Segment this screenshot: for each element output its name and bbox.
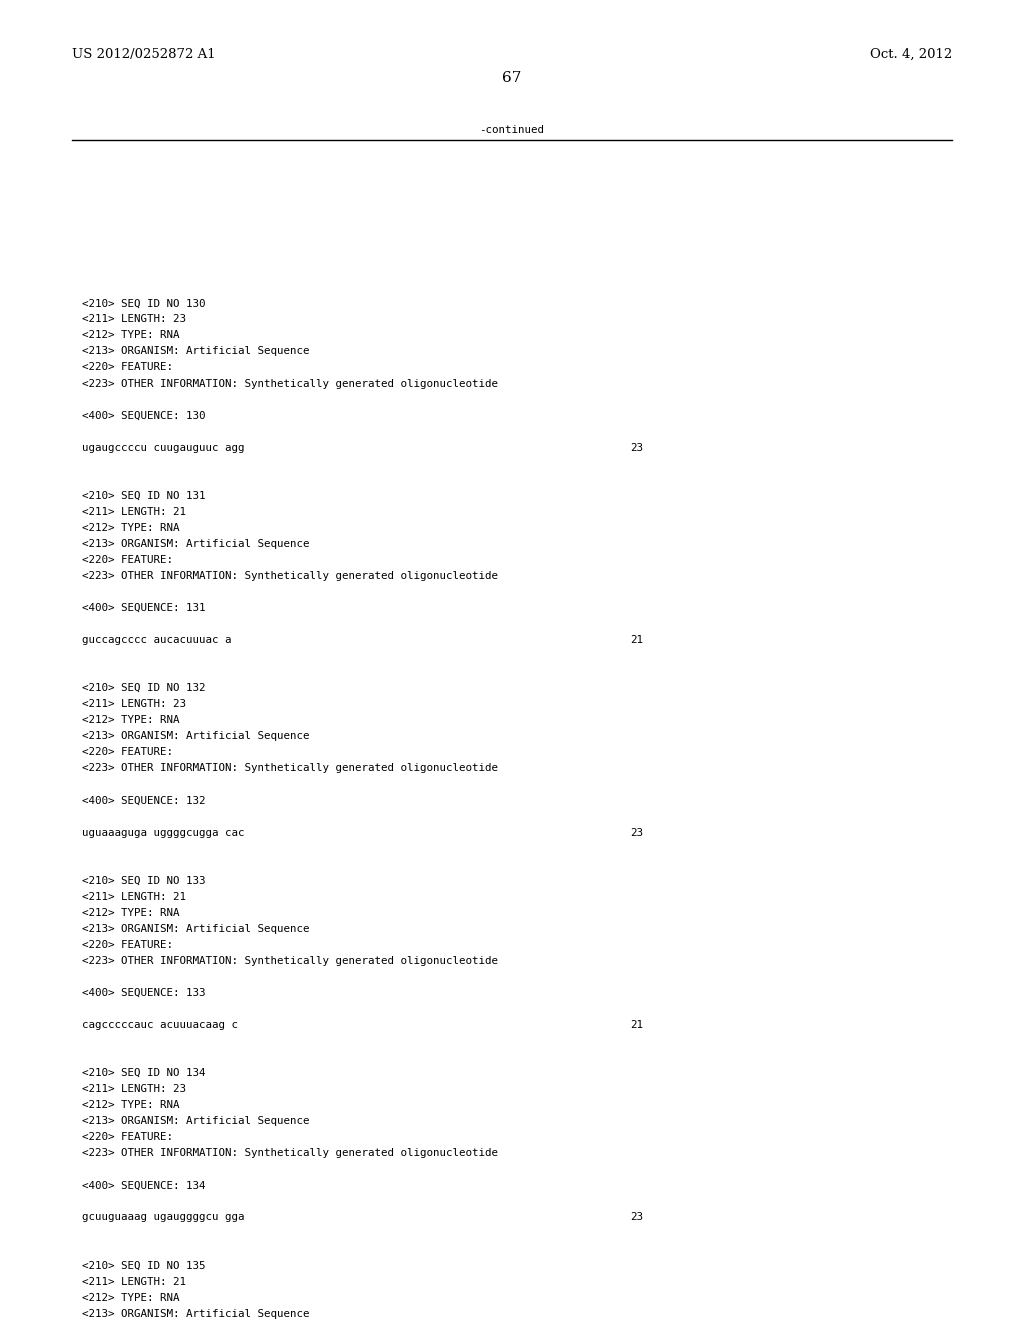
Text: 23: 23	[630, 1213, 643, 1222]
Text: <220> FEATURE:: <220> FEATURE:	[82, 1133, 173, 1142]
Text: <211> LENGTH: 23: <211> LENGTH: 23	[82, 1084, 186, 1094]
Text: <220> FEATURE:: <220> FEATURE:	[82, 747, 173, 758]
Text: <213> ORGANISM: Artificial Sequence: <213> ORGANISM: Artificial Sequence	[82, 924, 309, 933]
Text: Oct. 4, 2012: Oct. 4, 2012	[870, 48, 952, 61]
Text: <211> LENGTH: 23: <211> LENGTH: 23	[82, 314, 186, 325]
Text: <223> OTHER INFORMATION: Synthetically generated oligonucleotide: <223> OTHER INFORMATION: Synthetically g…	[82, 763, 498, 774]
Text: <211> LENGTH: 21: <211> LENGTH: 21	[82, 507, 186, 517]
Text: <220> FEATURE:: <220> FEATURE:	[82, 554, 173, 565]
Text: <223> OTHER INFORMATION: Synthetically generated oligonucleotide: <223> OTHER INFORMATION: Synthetically g…	[82, 956, 498, 966]
Text: <212> TYPE: RNA: <212> TYPE: RNA	[82, 1292, 179, 1303]
Text: <210> SEQ ID NO 134: <210> SEQ ID NO 134	[82, 1068, 206, 1078]
Text: <212> TYPE: RNA: <212> TYPE: RNA	[82, 1100, 179, 1110]
Text: <400> SEQUENCE: 131: <400> SEQUENCE: 131	[82, 603, 206, 612]
Text: <223> OTHER INFORMATION: Synthetically generated oligonucleotide: <223> OTHER INFORMATION: Synthetically g…	[82, 1148, 498, 1159]
Text: <212> TYPE: RNA: <212> TYPE: RNA	[82, 330, 179, 341]
Text: 23: 23	[630, 442, 643, 453]
Text: <223> OTHER INFORMATION: Synthetically generated oligonucleotide: <223> OTHER INFORMATION: Synthetically g…	[82, 379, 498, 388]
Text: guccagcccc aucacuuuac a: guccagcccc aucacuuuac a	[82, 635, 231, 645]
Text: <400> SEQUENCE: 133: <400> SEQUENCE: 133	[82, 987, 206, 998]
Text: <400> SEQUENCE: 134: <400> SEQUENCE: 134	[82, 1180, 206, 1191]
Text: 21: 21	[630, 635, 643, 645]
Text: <210> SEQ ID NO 133: <210> SEQ ID NO 133	[82, 875, 206, 886]
Text: <210> SEQ ID NO 131: <210> SEQ ID NO 131	[82, 491, 206, 500]
Text: <212> TYPE: RNA: <212> TYPE: RNA	[82, 715, 179, 725]
Text: US 2012/0252872 A1: US 2012/0252872 A1	[72, 48, 215, 61]
Text: <213> ORGANISM: Artificial Sequence: <213> ORGANISM: Artificial Sequence	[82, 1308, 309, 1319]
Text: gcuuguaaag ugauggggcu gga: gcuuguaaag ugauggggcu gga	[82, 1213, 245, 1222]
Text: <210> SEQ ID NO 130: <210> SEQ ID NO 130	[82, 298, 206, 309]
Text: 67: 67	[503, 71, 521, 86]
Text: <213> ORGANISM: Artificial Sequence: <213> ORGANISM: Artificial Sequence	[82, 539, 309, 549]
Text: <211> LENGTH: 21: <211> LENGTH: 21	[82, 1276, 186, 1287]
Text: 21: 21	[630, 1020, 643, 1030]
Text: <400> SEQUENCE: 130: <400> SEQUENCE: 130	[82, 411, 206, 421]
Text: ugaugccccu cuugauguuc agg: ugaugccccu cuugauguuc agg	[82, 442, 245, 453]
Text: <211> LENGTH: 23: <211> LENGTH: 23	[82, 700, 186, 709]
Text: <210> SEQ ID NO 132: <210> SEQ ID NO 132	[82, 684, 206, 693]
Text: <211> LENGTH: 21: <211> LENGTH: 21	[82, 892, 186, 902]
Text: cagcccccauc acuuuacaag c: cagcccccauc acuuuacaag c	[82, 1020, 238, 1030]
Text: <213> ORGANISM: Artificial Sequence: <213> ORGANISM: Artificial Sequence	[82, 346, 309, 356]
Text: <220> FEATURE:: <220> FEATURE:	[82, 363, 173, 372]
Text: uguaaaguga uggggcugga cac: uguaaaguga uggggcugga cac	[82, 828, 245, 838]
Text: 23: 23	[630, 828, 643, 838]
Text: <212> TYPE: RNA: <212> TYPE: RNA	[82, 523, 179, 533]
Text: <220> FEATURE:: <220> FEATURE:	[82, 940, 173, 950]
Text: -continued: -continued	[479, 125, 545, 136]
Text: <223> OTHER INFORMATION: Synthetically generated oligonucleotide: <223> OTHER INFORMATION: Synthetically g…	[82, 572, 498, 581]
Text: <212> TYPE: RNA: <212> TYPE: RNA	[82, 908, 179, 917]
Text: <400> SEQUENCE: 132: <400> SEQUENCE: 132	[82, 796, 206, 805]
Text: <213> ORGANISM: Artificial Sequence: <213> ORGANISM: Artificial Sequence	[82, 731, 309, 742]
Text: <210> SEQ ID NO 135: <210> SEQ ID NO 135	[82, 1261, 206, 1271]
Text: <213> ORGANISM: Artificial Sequence: <213> ORGANISM: Artificial Sequence	[82, 1117, 309, 1126]
